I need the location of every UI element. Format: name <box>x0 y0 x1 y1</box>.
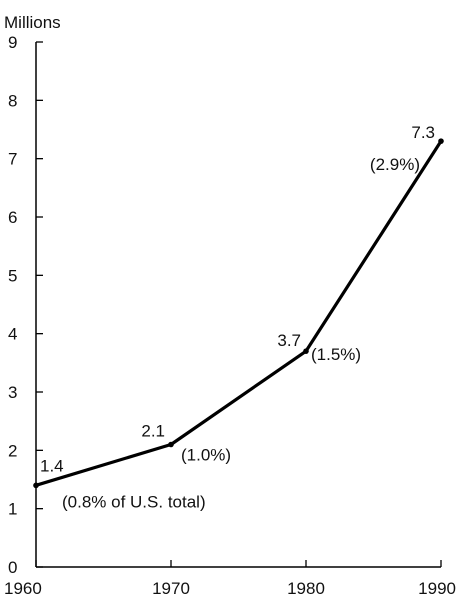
data-labels: 1.4 (0.8% of U.S. total) 2.1 (1.0%) 3.7 (1.5%… <box>40 123 435 511</box>
series-group <box>33 138 444 489</box>
x-tick-label: 1980 <box>287 579 325 598</box>
y-tick-label: 9 <box>8 33 17 52</box>
y-tick-label: 0 <box>8 558 17 577</box>
data-point <box>303 348 309 354</box>
share-label: (0.8% of U.S. total) <box>62 492 206 511</box>
y-tick-label: 4 <box>8 325 17 344</box>
data-value-label: 2.1 <box>141 422 165 441</box>
share-label: (1.0%) <box>181 446 231 465</box>
data-point <box>168 441 174 448</box>
x-axis-ticks: 1960 1970 1980 1990 <box>4 560 456 598</box>
series-line <box>35 140 443 487</box>
y-tick-label: 7 <box>8 150 17 169</box>
axes <box>35 42 441 568</box>
y-tick-label: 6 <box>8 208 17 227</box>
x-tick-label: 1960 <box>4 579 42 598</box>
data-value-label: 1.4 <box>40 456 64 475</box>
y-tick-label: 1 <box>8 500 17 519</box>
share-label: (2.9%) <box>370 155 420 174</box>
x-tick-label: 1990 <box>418 579 456 598</box>
y-tick-label: 2 <box>8 441 17 460</box>
data-point <box>438 138 444 144</box>
y-tick-label: 3 <box>8 383 17 402</box>
y-tick-label: 5 <box>8 266 17 285</box>
data-value-label: 7.3 <box>411 123 435 142</box>
data-point <box>33 482 39 489</box>
x-tick-label: 1970 <box>152 579 190 598</box>
y-tick-label: 8 <box>8 91 17 110</box>
y-axis-title: Millions <box>4 13 61 32</box>
share-label: (1.5%) <box>311 345 361 364</box>
y-axis-ticks: 0 1 2 3 4 5 6 7 8 9 <box>8 33 43 577</box>
data-value-label: 3.7 <box>277 331 301 350</box>
